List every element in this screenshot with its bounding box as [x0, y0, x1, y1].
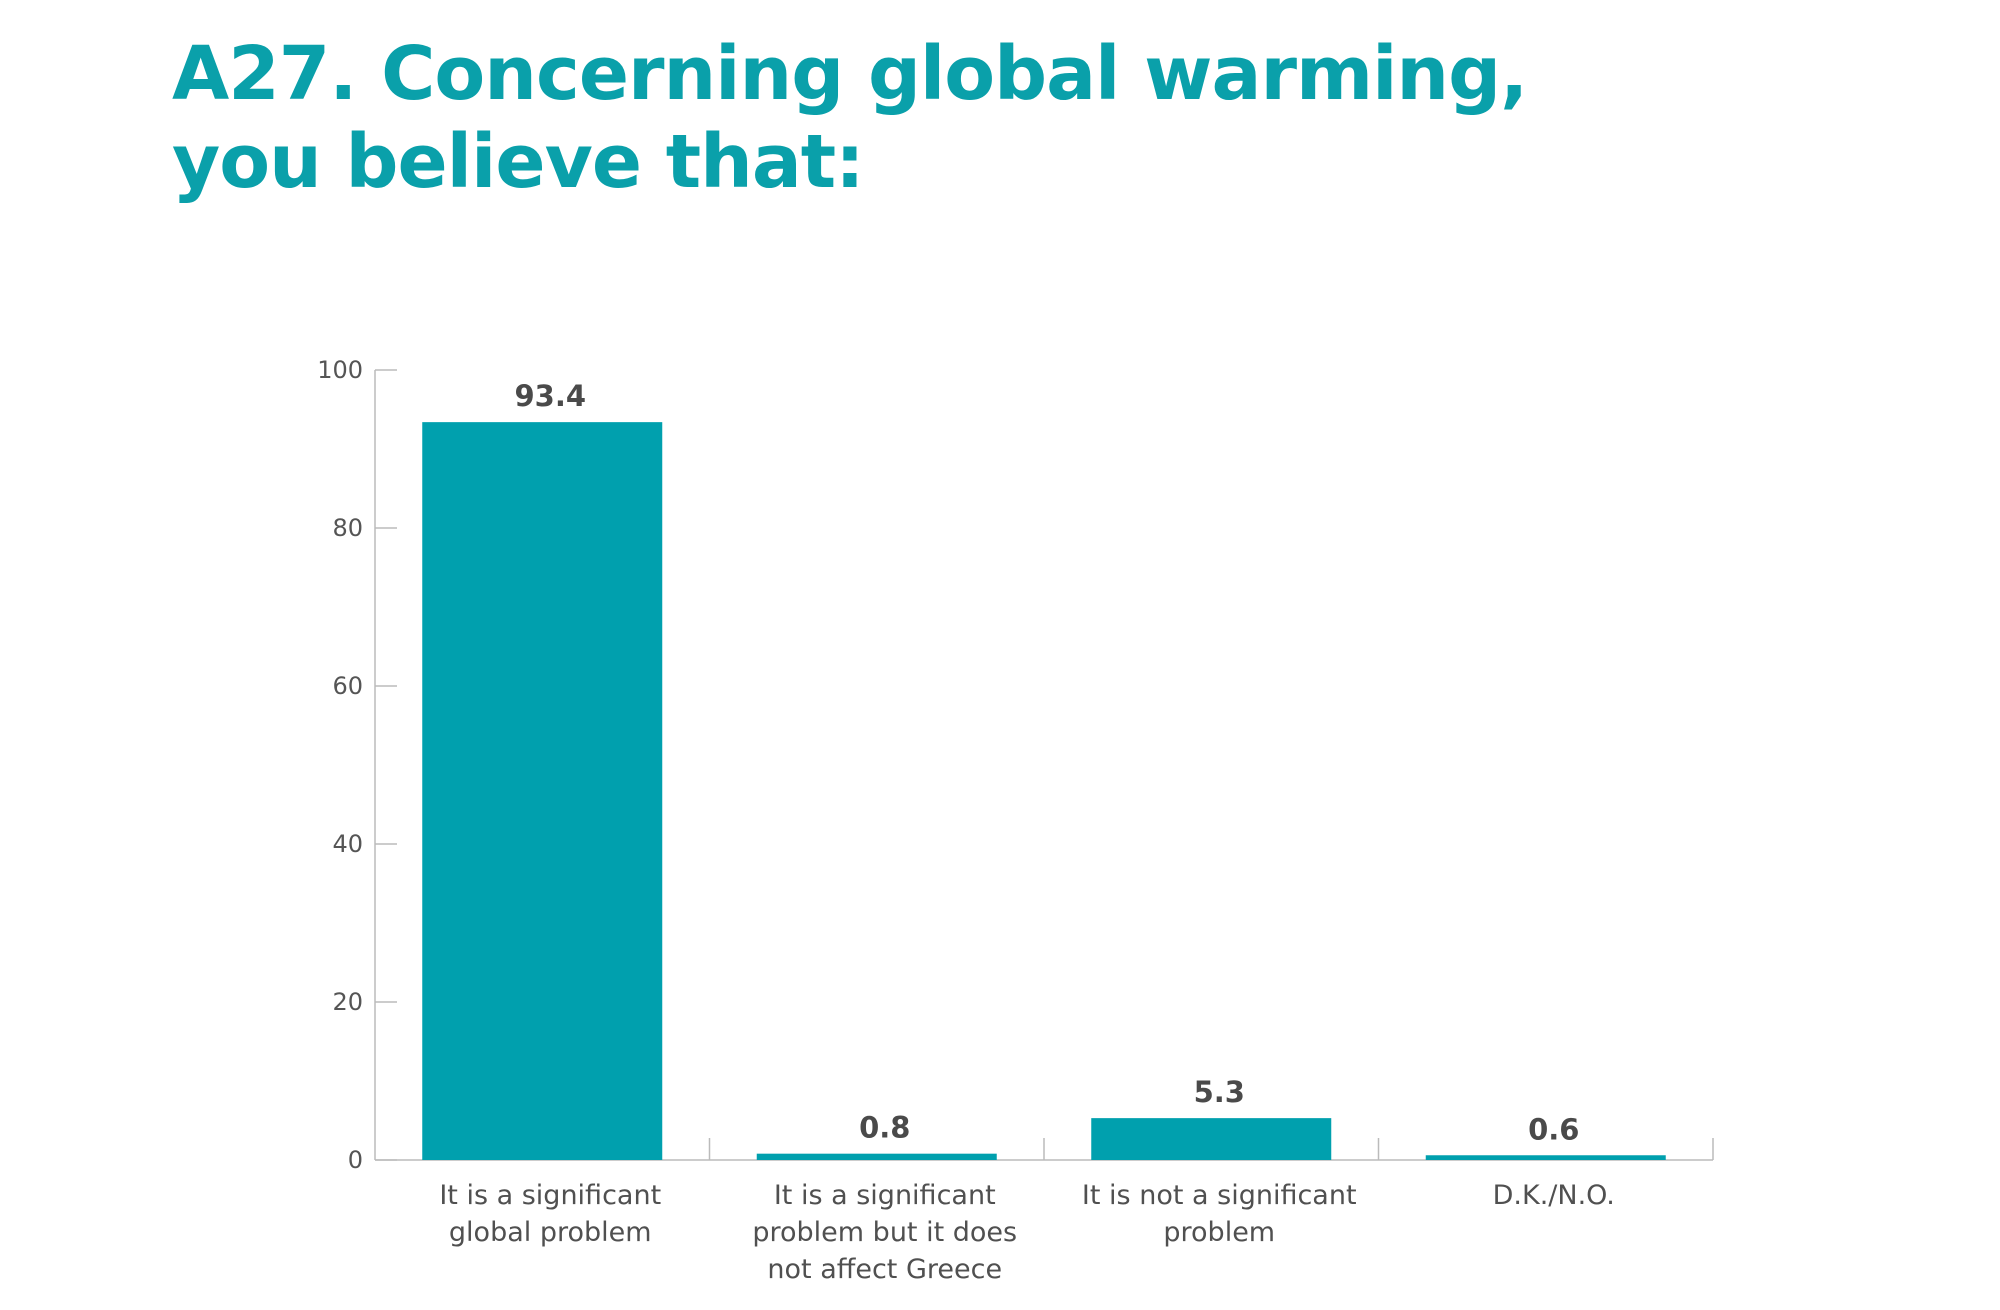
- y-tick-label: 40: [332, 830, 363, 858]
- category-label: D.K./N.O.: [1493, 1180, 1615, 1211]
- bar-value-label: 0.8: [859, 1111, 910, 1145]
- category-label-line: problem: [1163, 1217, 1275, 1248]
- category-label-line: It is a significant: [439, 1180, 661, 1211]
- bar-value-label: 5.3: [1194, 1075, 1245, 1109]
- y-axis: 0 20 40 60 80 100: [317, 356, 397, 1174]
- chart-title: A27. Concerning global warming, you beli…: [172, 30, 1528, 206]
- y-tick-label: 60: [332, 672, 363, 700]
- category-label-line: It is not a significant: [1082, 1180, 1357, 1211]
- bars: [422, 422, 1666, 1160]
- category-label: It is not a significant problem: [1082, 1180, 1357, 1248]
- y-tick-label: 0: [348, 1146, 363, 1174]
- category-label: It is a significant problem but it does no…: [752, 1180, 1017, 1285]
- category-label-line: not affect Greece: [767, 1254, 1002, 1285]
- y-tick-label: 20: [332, 988, 363, 1016]
- bar: [422, 422, 663, 1160]
- category-label: It is a significant global problem: [439, 1180, 661, 1248]
- category-label-line: It is a significant: [774, 1180, 996, 1211]
- y-tick-label: 80: [332, 514, 363, 542]
- bar-value-label: 0.6: [1528, 1112, 1579, 1146]
- category-label-line: D.K./N.O.: [1493, 1180, 1615, 1211]
- bar-value-label: 93.4: [514, 379, 586, 413]
- category-label-line: global problem: [449, 1217, 652, 1248]
- category-label-line: problem but it does: [752, 1217, 1017, 1248]
- chart-title-line-2: you believe that:: [172, 119, 865, 205]
- y-tick-label: 100: [317, 356, 363, 384]
- bar: [1091, 1118, 1332, 1160]
- chart-title-line-1: A27. Concerning global warming,: [172, 31, 1528, 117]
- bar: [1425, 1155, 1666, 1160]
- bar: [756, 1153, 997, 1160]
- value-labels: 93.4 0.8 5.3 0.6: [514, 379, 1579, 1146]
